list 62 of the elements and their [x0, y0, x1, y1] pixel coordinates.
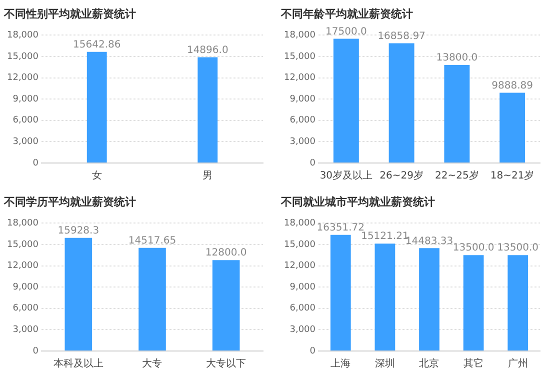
x-tick-label: 广州	[508, 357, 528, 370]
chart-title: 不同年龄平均就业薪资统计	[280, 7, 413, 20]
y-tick-label: 15,000	[6, 52, 39, 62]
bar	[388, 43, 414, 162]
y-tick-label: 12,000	[284, 260, 316, 271]
y-tick-label: 15,000	[284, 239, 316, 250]
bar	[444, 65, 470, 162]
bar	[500, 92, 526, 162]
data-label: 15642.86	[73, 40, 121, 51]
data-label: 16351.72	[316, 222, 364, 233]
x-tick-label: 22~25岁	[435, 170, 479, 182]
y-tick-label: 3,000	[290, 324, 316, 335]
data-label: 17500.0	[326, 26, 367, 38]
x-tick-label: 深圳	[374, 357, 395, 370]
bar	[333, 38, 359, 162]
y-tick-label: 0	[310, 158, 316, 168]
x-tick-label: 大专	[142, 357, 162, 370]
data-label: 12800.0	[205, 247, 247, 258]
x-tick-label: 大专以下	[206, 357, 246, 370]
y-tick-label: 9,000	[290, 282, 316, 292]
x-tick-label: 其它	[464, 357, 484, 370]
y-tick-label: 3,000	[290, 137, 316, 148]
data-label: 15928.3	[58, 225, 100, 236]
y-tick-label: 9,000	[12, 94, 39, 104]
data-label: 13800.0	[436, 52, 478, 64]
y-tick-label: 9,000	[12, 282, 39, 292]
y-tick-label: 15,000	[6, 239, 39, 250]
y-tick-label: 18,000	[284, 30, 316, 41]
data-label: 14896.0	[186, 44, 228, 56]
chart-title: 不同就业城市平均就业薪资统计	[280, 194, 435, 208]
x-tick-label: 女	[92, 170, 102, 182]
data-label: 13500.0	[497, 242, 539, 254]
y-tick-label: 0	[310, 346, 316, 356]
y-tick-label: 3,000	[12, 324, 39, 335]
y-tick-label: 0	[32, 158, 39, 168]
x-tick-label: 北京	[419, 357, 440, 370]
y-tick-label: 0	[32, 346, 39, 356]
y-tick-label: 6,000	[12, 116, 39, 126]
x-tick-label: 18~21岁	[490, 170, 534, 182]
y-tick-label: 6,000	[290, 116, 316, 126]
y-tick-label: 6,000	[290, 303, 316, 314]
x-tick-label: 本科及以上	[53, 357, 104, 370]
x-tick-label: 30岁及以上	[320, 170, 373, 182]
y-tick-label: 18,000	[6, 30, 39, 41]
data-label: 13500.0	[452, 242, 494, 254]
y-tick-label: 18,000	[284, 218, 316, 228]
x-tick-label: 26~29岁	[380, 170, 424, 182]
y-tick-label: 9,000	[290, 94, 316, 104]
y-tick-label: 6,000	[12, 303, 39, 314]
data-label: 14517.65	[128, 235, 176, 246]
y-tick-label: 12,000	[6, 260, 39, 271]
x-tick-label: 男	[202, 170, 213, 182]
y-tick-label: 18,000	[6, 218, 39, 228]
data-label: 9888.89	[492, 80, 533, 92]
y-tick-label: 3,000	[12, 137, 39, 148]
y-tick-label: 15,000	[284, 52, 316, 62]
chart-title: 不同学历平均就业薪资统计	[3, 194, 136, 208]
x-tick-label: 上海	[330, 357, 351, 370]
data-label: 16858.97	[378, 30, 426, 42]
y-tick-label: 12,000	[284, 73, 316, 84]
chart-title: 不同性别平均就业薪资统计	[3, 7, 136, 20]
y-tick-label: 12,000	[6, 73, 39, 84]
